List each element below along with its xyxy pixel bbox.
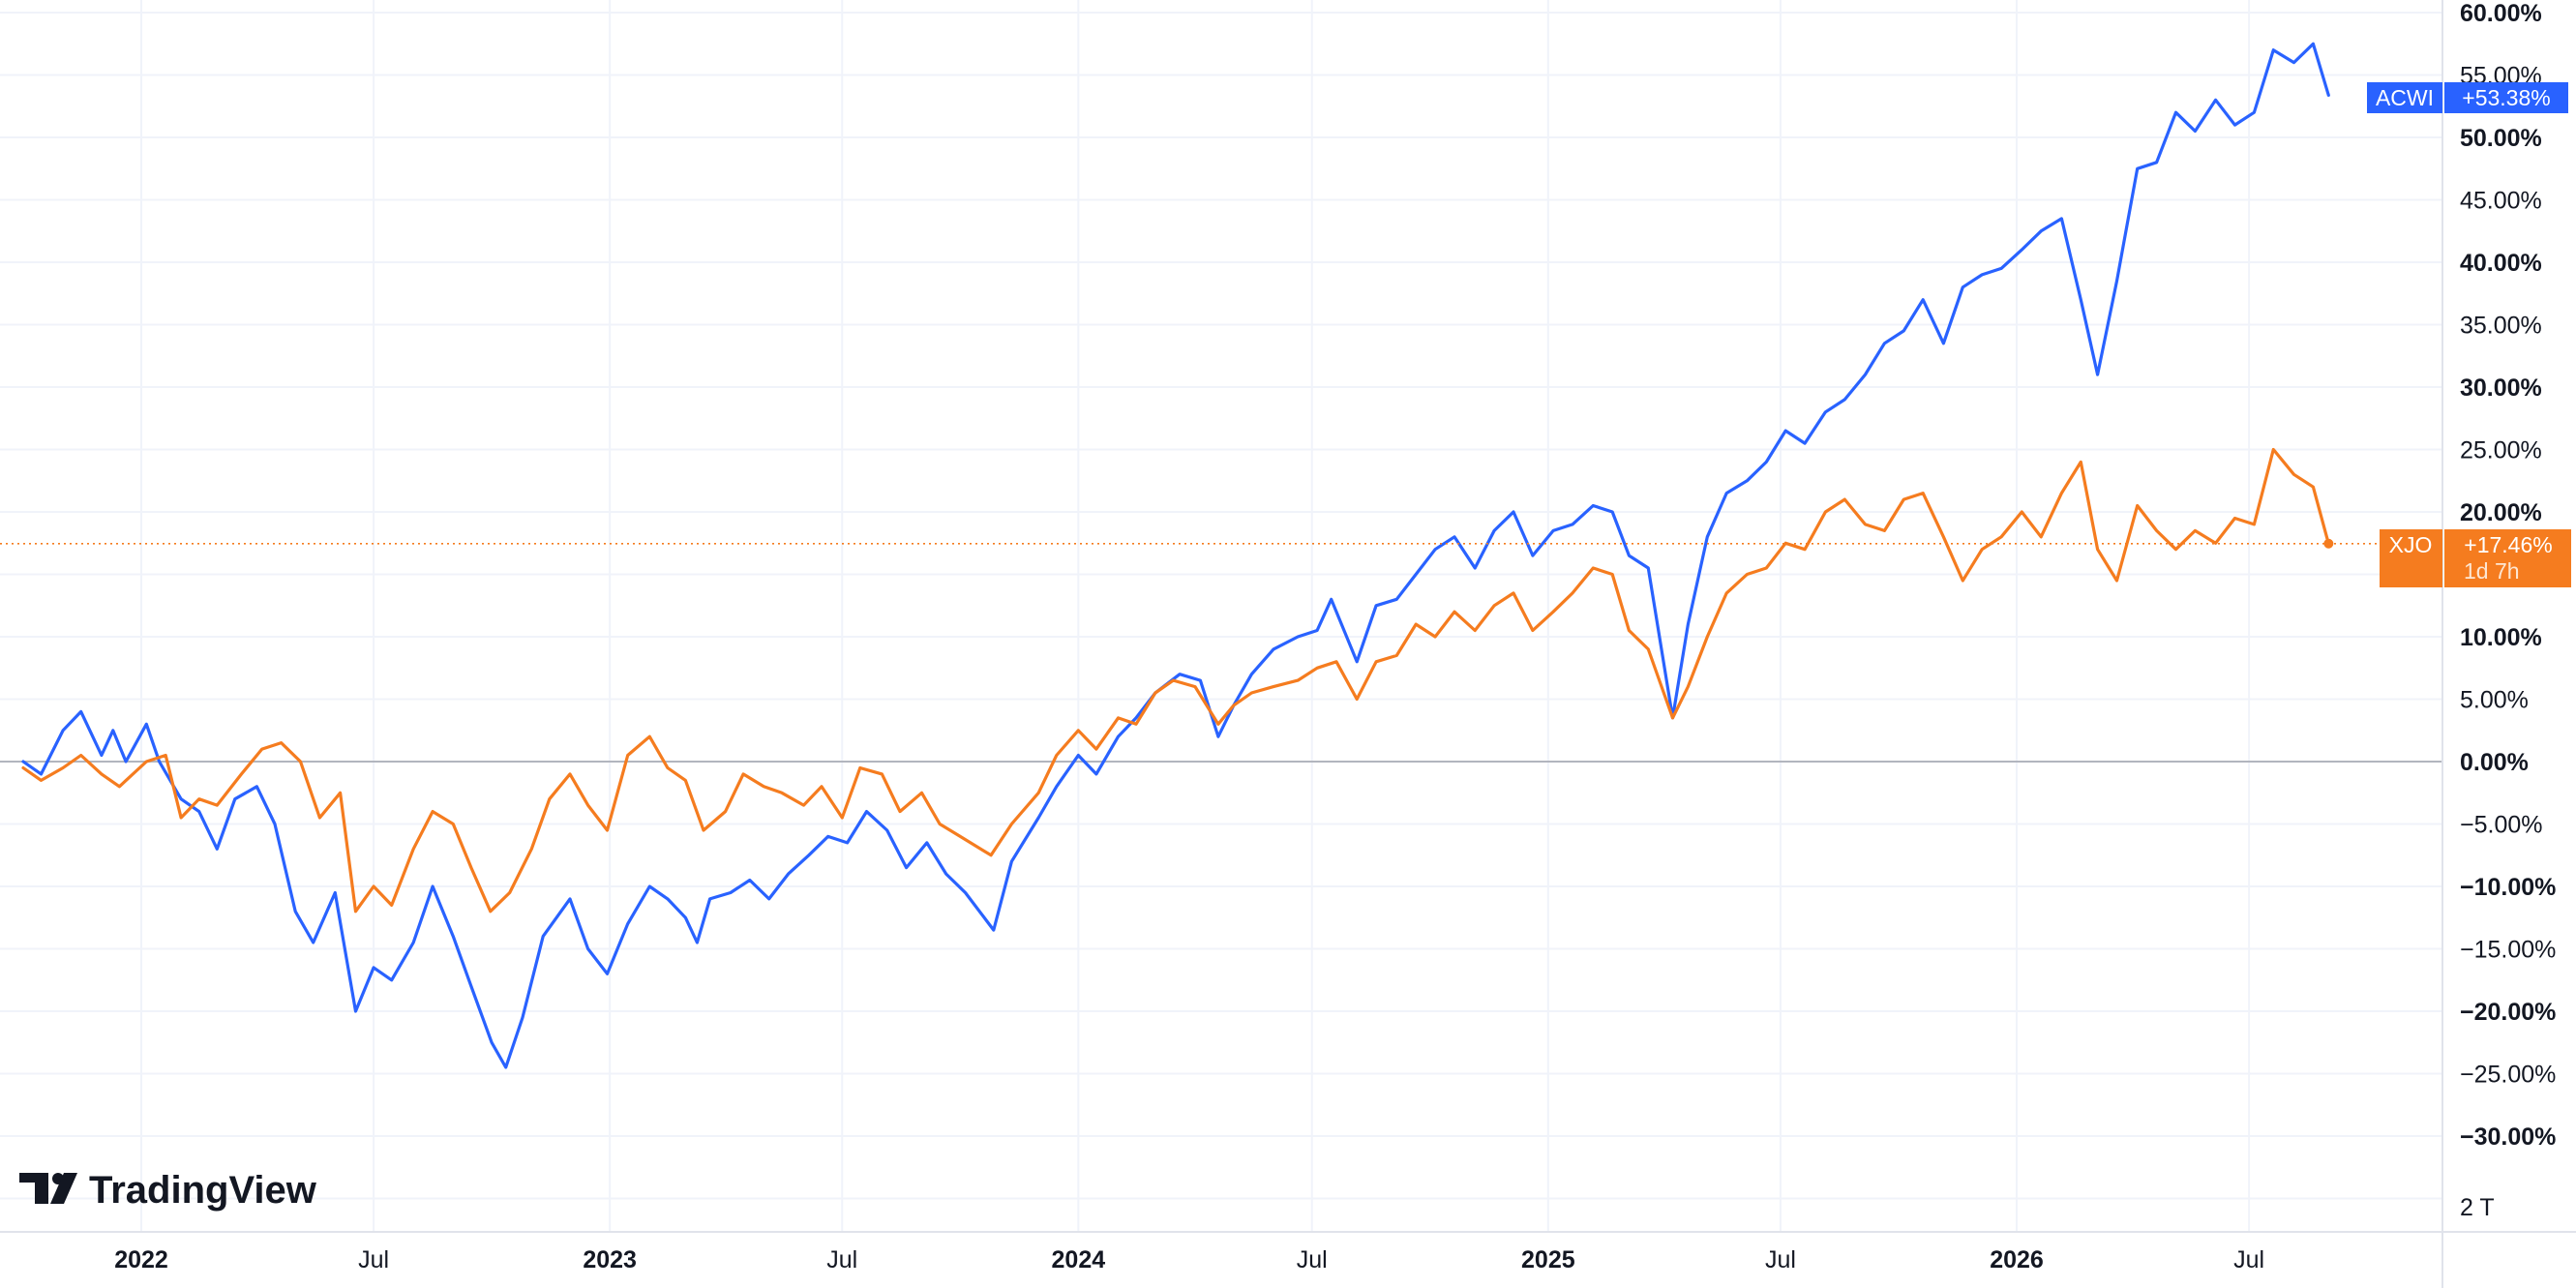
- y-tick-label: −25.00%: [2460, 1062, 2556, 1089]
- y-tick-label: 0.00%: [2460, 749, 2529, 776]
- y-tick-label: 20.00%: [2460, 499, 2542, 526]
- y-tick-label: 50.00%: [2460, 125, 2542, 152]
- time-axis[interactable]: 2022 Jul 2023 Jul 2024 Jul 2025 Jul 2026 Jul: [114, 1246, 2264, 1273]
- xjo-last-point-dot: [2323, 538, 2334, 549]
- y-tick-label: 45.00%: [2460, 188, 2542, 215]
- y-tick-label: 60.00%: [2460, 0, 2542, 27]
- acwi-badge-name: ACWI: [2376, 85, 2434, 110]
- xjo-badge-countdown: 1d 7h: [2464, 558, 2520, 584]
- tradingview-logo-text: TradingView: [89, 1169, 317, 1212]
- tradingview-logo[interactable]: TradingView: [19, 1169, 317, 1212]
- x-tick-label: Jul: [2233, 1246, 2264, 1273]
- y-tick-label: −30.00%: [2460, 1123, 2556, 1151]
- y-tick-label: 35.00%: [2460, 313, 2542, 340]
- acwi-badge-name-bg: [2367, 82, 2442, 113]
- volume-axis-label: 2 T: [2460, 1194, 2495, 1221]
- x-tick-label: 2024: [1052, 1246, 1106, 1273]
- grid-layer: [0, 0, 2442, 1232]
- xjo-last-value-badge[interactable]: XJO +17.46% 1d 7h: [2380, 529, 2571, 587]
- y-tick-label: 30.00%: [2460, 374, 2542, 402]
- y-tick-label: 25.00%: [2460, 437, 2542, 464]
- xjo-badge-value-bg: [2444, 529, 2571, 587]
- x-tick-label: Jul: [1765, 1246, 1796, 1273]
- y-tick-label: −20.00%: [2460, 999, 2556, 1026]
- y-tick-label: 5.00%: [2460, 687, 2529, 714]
- acwi-last-value-badge[interactable]: ACWI +53.38%: [2367, 82, 2568, 113]
- x-tick-label: Jul: [1297, 1246, 1328, 1273]
- acwi-badge-value-bg: [2444, 82, 2568, 113]
- x-tick-label: Jul: [358, 1246, 389, 1273]
- y-tick-label: −5.00%: [2460, 812, 2543, 839]
- y-tick-label: −10.00%: [2460, 874, 2556, 901]
- series-line-acwi[interactable]: [21, 42, 2330, 1069]
- x-tick-label: 2025: [1521, 1246, 1575, 1273]
- xjo-badge-name: XJO: [2389, 532, 2433, 557]
- series-layer[interactable]: [21, 42, 2330, 1069]
- acwi-badge-value: +53.38%: [2462, 85, 2550, 110]
- y-tick-label: −15.00%: [2460, 937, 2556, 964]
- x-tick-label: 2026: [1990, 1246, 2044, 1273]
- xjo-badge-name-bg: [2380, 529, 2442, 587]
- y-tick-label: 10.00%: [2460, 624, 2542, 651]
- price-line-layer: [0, 538, 2442, 549]
- x-tick-label: 2023: [583, 1246, 637, 1273]
- price-axis[interactable]: 60.00%55.00%50.00%45.00%40.00%35.00%30.0…: [2460, 0, 2556, 1151]
- series-line-xjo[interactable]: [21, 447, 2330, 914]
- y-tick-label: 40.00%: [2460, 250, 2542, 277]
- x-tick-label: Jul: [826, 1246, 857, 1273]
- xjo-badge-value: +17.46%: [2464, 532, 2552, 557]
- x-tick-label: 2022: [114, 1246, 168, 1273]
- tradingview-logo-mark-icon: [19, 1173, 77, 1204]
